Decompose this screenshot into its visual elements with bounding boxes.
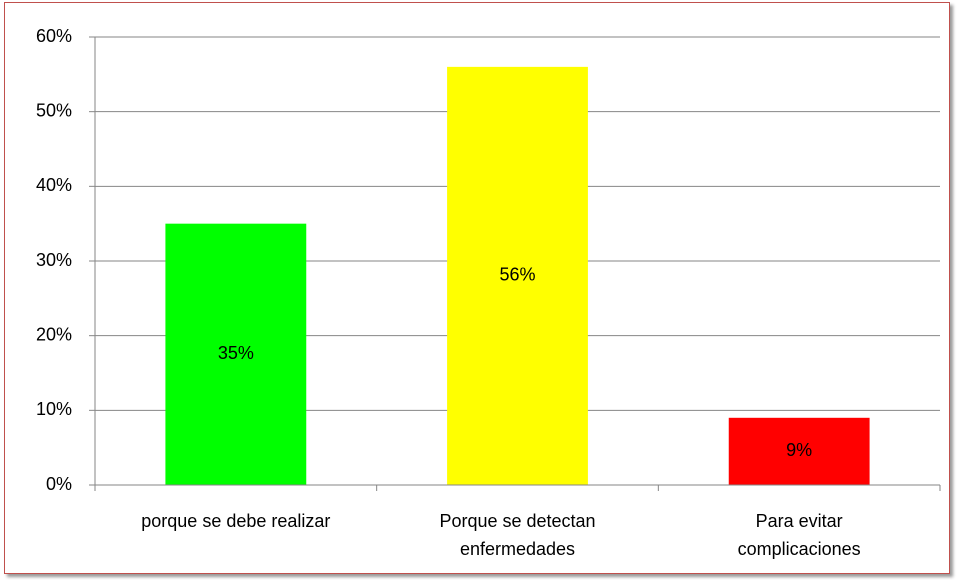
- y-tick-label: 40%: [36, 175, 72, 195]
- y-tick-label: 20%: [36, 324, 72, 344]
- data-label: 56%: [499, 265, 535, 285]
- y-tick-label: 50%: [36, 100, 72, 120]
- y-tick-label: 60%: [36, 26, 72, 46]
- data-label: 9%: [786, 440, 812, 460]
- y-tick-label: 10%: [36, 399, 72, 419]
- bar: [728, 417, 870, 485]
- x-tick-label: porque se debe realizar: [141, 511, 331, 531]
- x-tick-label: Para evitar complicaciones: [737, 511, 861, 559]
- y-tick-label: 0%: [46, 474, 72, 494]
- data-label: 35%: [218, 343, 254, 363]
- x-tick-label: Porque se detectan enfermedades: [439, 511, 596, 559]
- bar: [447, 66, 588, 485]
- y-tick-label: 30%: [36, 250, 72, 270]
- bar: [165, 223, 307, 485]
